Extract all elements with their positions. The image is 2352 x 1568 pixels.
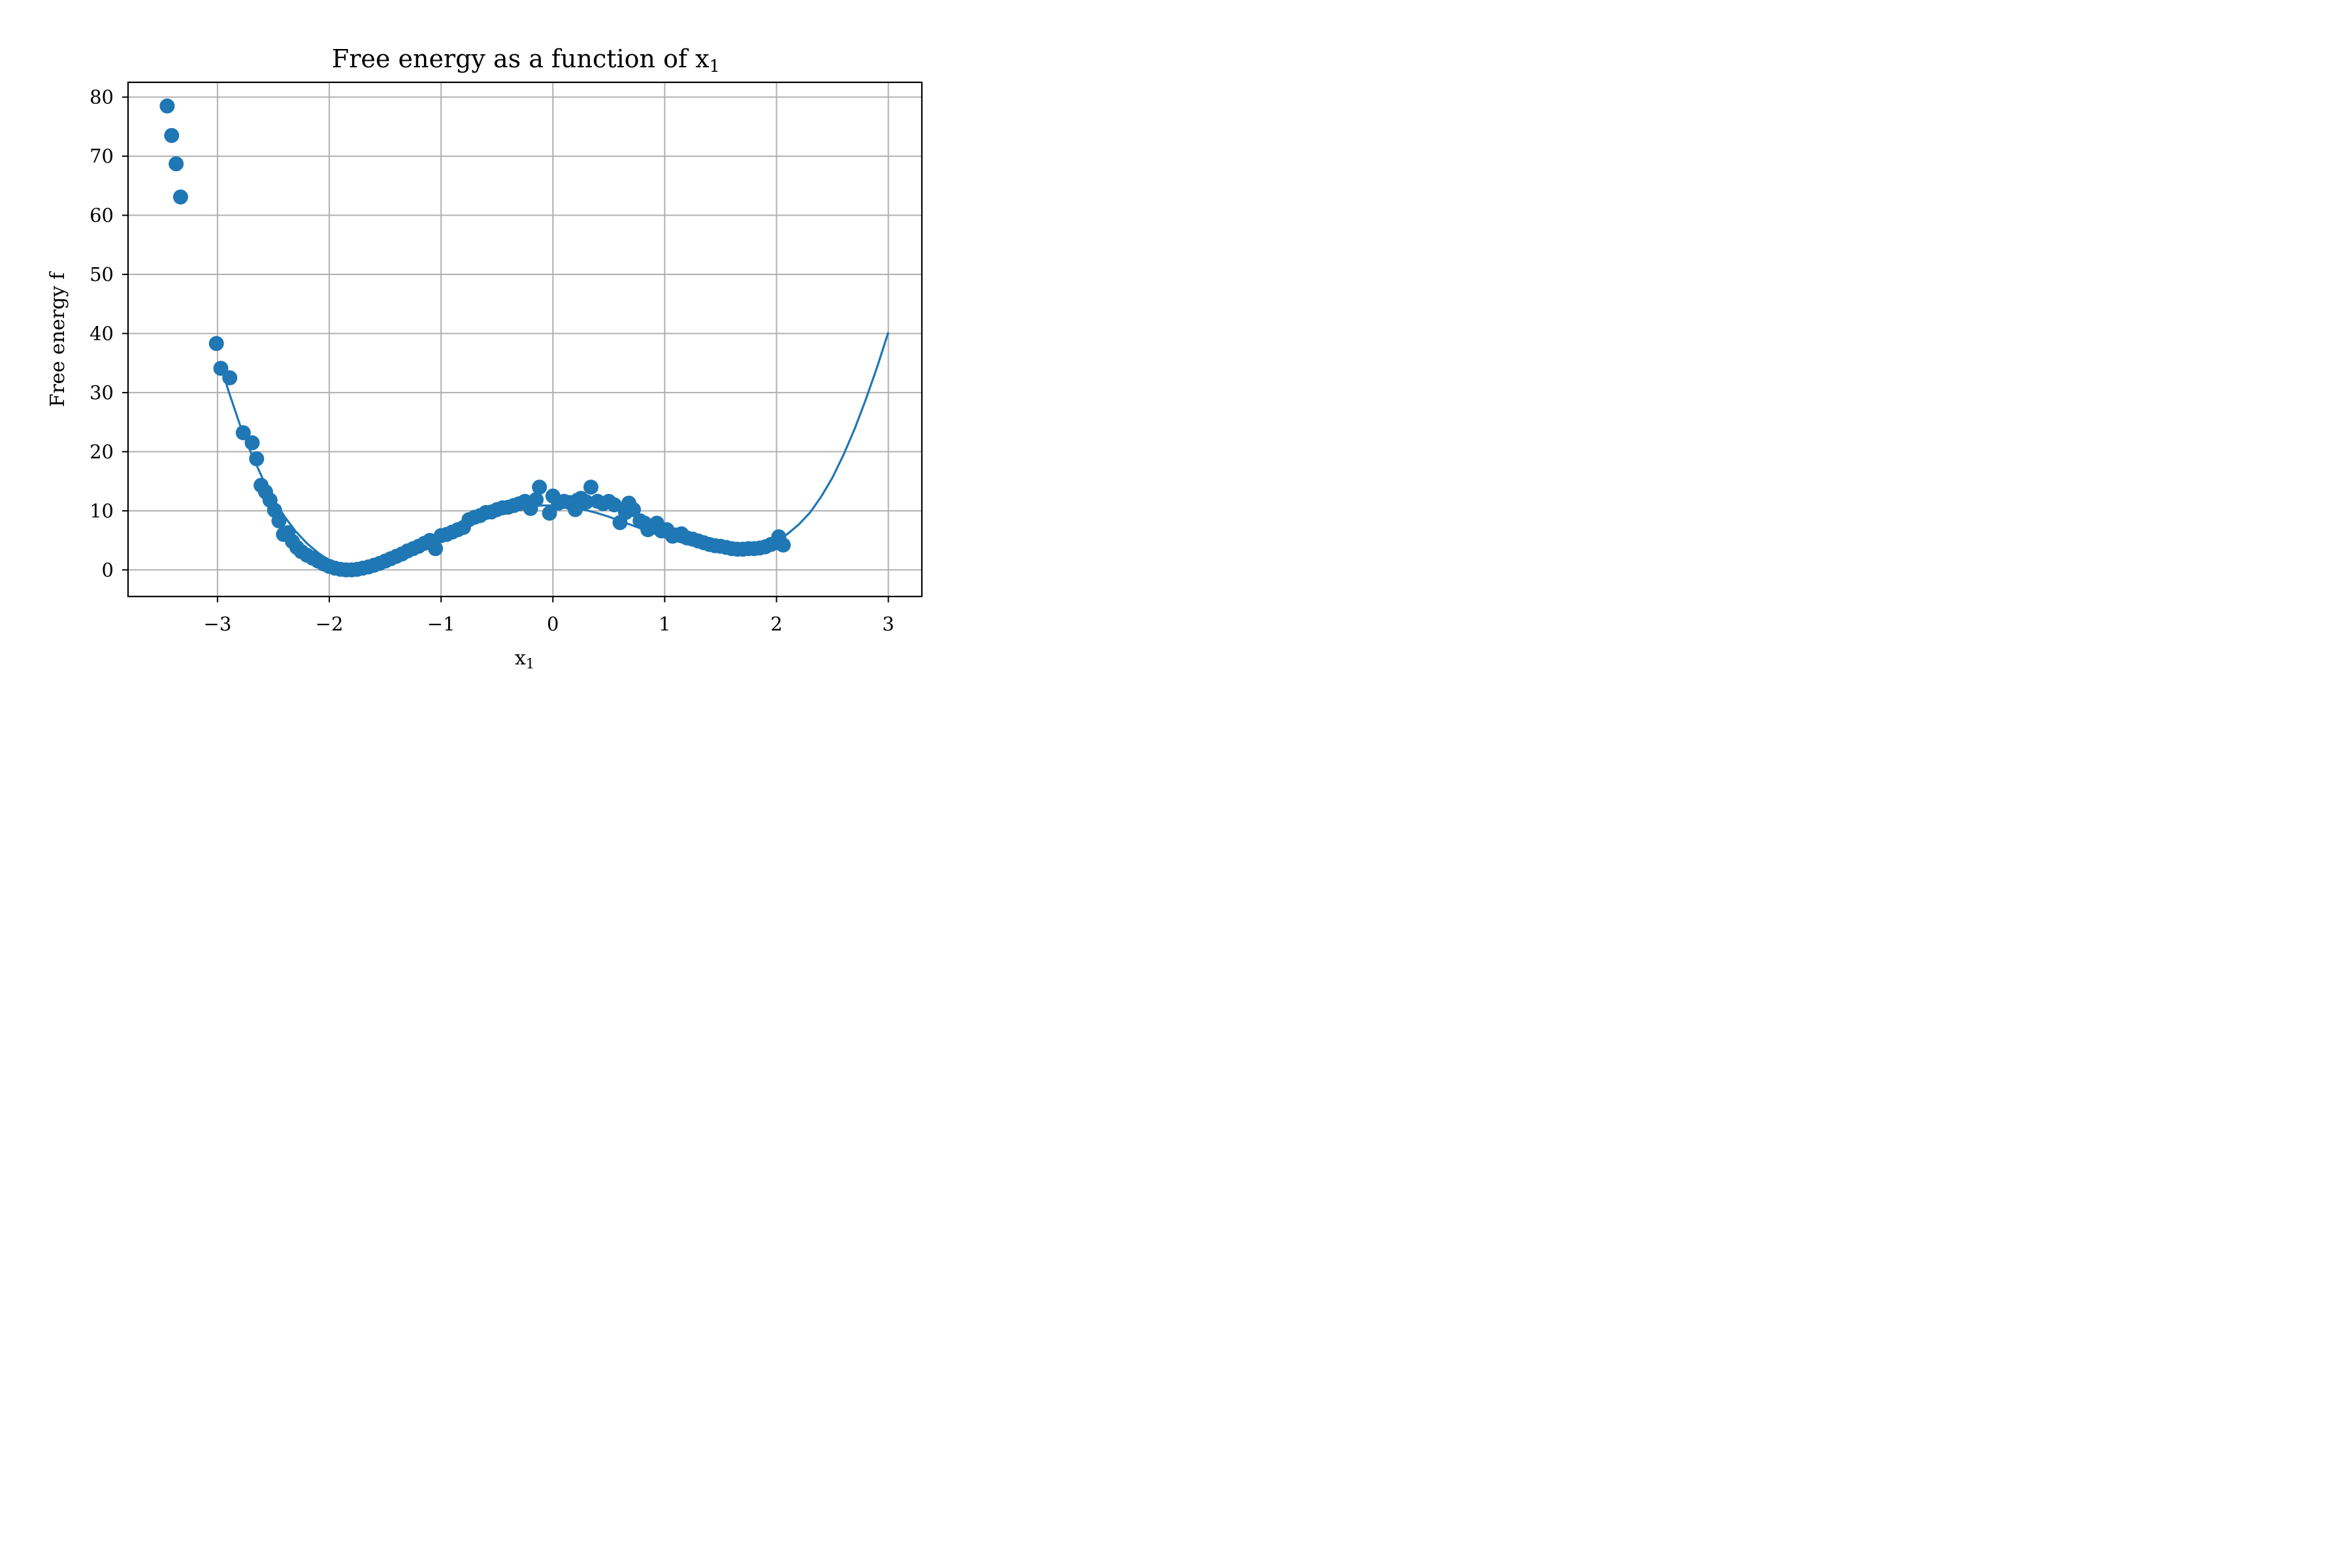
- data-point: [428, 541, 444, 557]
- data-point: [244, 435, 260, 451]
- y-tick-label: 80: [90, 86, 114, 108]
- y-tick-label: 50: [90, 263, 114, 286]
- data-point: [529, 492, 544, 508]
- data-point: [583, 480, 598, 495]
- y-tick-label: 60: [90, 204, 114, 227]
- data-point: [271, 513, 287, 529]
- x-axis-label: x1: [515, 647, 534, 672]
- y-tick-label: 20: [90, 440, 114, 463]
- y-axis-label: Free energy f: [46, 271, 69, 407]
- y-tick-label: 30: [90, 382, 114, 404]
- data-point: [172, 189, 188, 204]
- data-point: [542, 506, 557, 521]
- grid: [128, 82, 922, 596]
- x-tick-label: −2: [316, 613, 344, 635]
- chart-title: Free energy as a function of x1: [332, 44, 720, 76]
- x-tick-label: 1: [659, 613, 670, 635]
- x-tick-label: 0: [547, 613, 559, 635]
- data-point: [776, 537, 791, 553]
- data-point: [169, 156, 184, 172]
- data-point: [532, 480, 547, 495]
- data-points-layer: [159, 98, 791, 578]
- y-tick-label: 70: [90, 145, 114, 167]
- data-point: [213, 361, 229, 376]
- data-point: [164, 127, 180, 143]
- data-point: [579, 494, 595, 510]
- y-tick-label: 10: [90, 500, 114, 522]
- data-point: [606, 497, 622, 513]
- plot-frame: [127, 81, 923, 598]
- data-point: [159, 98, 175, 114]
- x-tick-label: 3: [882, 613, 894, 635]
- x-tick-label: 2: [770, 613, 782, 635]
- y-tick-label: 0: [102, 559, 114, 581]
- x-tick-label: −1: [427, 613, 455, 635]
- data-point: [235, 425, 251, 440]
- data-point: [222, 370, 238, 385]
- data-point: [249, 451, 265, 466]
- y-tick-label: 40: [90, 322, 114, 344]
- data-point: [626, 502, 641, 517]
- data-point: [208, 336, 224, 351]
- figure-background: [0, 0, 1010, 685]
- x-tick-label: −3: [204, 613, 232, 635]
